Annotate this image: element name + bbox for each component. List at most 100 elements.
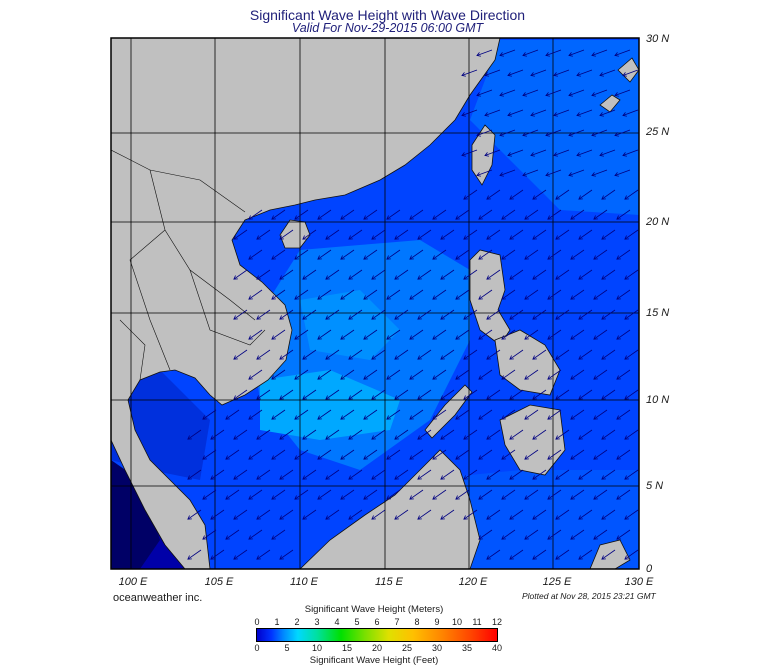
wave-arrow: [547, 289, 562, 300]
wave-arrow: [591, 89, 608, 97]
wave-arrow: [524, 529, 539, 540]
country-borders: [111, 149, 266, 381]
wave-arrow: [317, 449, 332, 460]
wave-arrow: [202, 489, 217, 500]
wave-arrow: [256, 349, 271, 360]
wave-arrow: [624, 189, 639, 200]
wave-arrow: [371, 389, 386, 400]
wave-arrow: [317, 369, 332, 380]
wave-arrow: [478, 209, 493, 220]
wave-arrow: [476, 49, 493, 57]
wave-arrow: [461, 149, 478, 157]
wave-arrow: [622, 109, 639, 117]
lon-label-100e: 100 E: [118, 576, 148, 588]
wave-arrow: [371, 509, 386, 520]
lat-label-30n: 30 N: [646, 33, 670, 45]
wave-arrow: [614, 89, 631, 97]
wave-arrow: [233, 469, 248, 480]
wave-arrow: [486, 229, 501, 240]
wave-arrow: [271, 289, 286, 300]
wave-arrow: [248, 249, 263, 260]
wave-arrow: [593, 489, 608, 500]
wave-arrow: [601, 549, 616, 560]
wave-arrow: [530, 149, 547, 157]
wave-arrow: [256, 549, 271, 560]
wave-arrow: [478, 489, 493, 500]
wave-arrow: [624, 309, 639, 320]
wave-arrow: [601, 309, 616, 320]
wave-arrow: [593, 289, 608, 300]
wave-arrow: [593, 209, 608, 220]
wave-arrow: [616, 289, 631, 300]
wave-arrow: [593, 369, 608, 380]
wave-arrow: [256, 509, 271, 520]
wave-arrow: [593, 409, 608, 420]
wave-arrow: [233, 509, 248, 520]
colorbar-meter-tick: 11: [472, 617, 482, 627]
map-subtitle: Valid For Nov-29-2015 06:00 GMT: [291, 21, 484, 35]
wave-arrow: [570, 409, 585, 420]
borneo-island: [299, 449, 481, 569]
colorbar-meter-tick: 12: [491, 617, 503, 627]
wave-arrow: [624, 389, 639, 400]
wave-arrow: [417, 309, 432, 320]
wave-arrow: [591, 169, 608, 177]
wave-arrow: [570, 489, 585, 500]
wave-arrow: [371, 469, 386, 480]
wave-arrow: [599, 109, 616, 117]
wave-arrow: [325, 229, 340, 240]
wave-arrow: [624, 229, 639, 240]
wave-arrow: [545, 89, 562, 97]
wave-arrow: [432, 209, 447, 220]
wave-arrow: [317, 409, 332, 420]
wave-arrow: [601, 229, 616, 240]
wave-arrow: [294, 489, 309, 500]
wave-arrow: [578, 269, 593, 280]
wave-arrow: [614, 49, 631, 57]
wave-arrow: [547, 449, 562, 460]
wave-arrow: [417, 469, 432, 480]
wave-arrow: [394, 349, 409, 360]
wave-arrow: [578, 429, 593, 440]
wave-arrow: [279, 469, 294, 480]
colorbar-meter-tick: 9: [434, 617, 440, 627]
wave-arrow: [294, 449, 309, 460]
wave-arrow: [363, 249, 378, 260]
wave-arrow: [616, 329, 631, 340]
lat-label-15n: 15 N: [646, 307, 670, 319]
wave-arrow: [532, 469, 547, 480]
wave-arrow: [578, 389, 593, 400]
wave-arrow: [394, 509, 409, 520]
wave-arrow: [532, 509, 547, 520]
wave-arrow: [463, 429, 478, 440]
wave-arrow: [547, 489, 562, 500]
wave-arrow: [555, 229, 570, 240]
wave-arrow: [570, 329, 585, 340]
wave-arrow: [302, 349, 317, 360]
wave-arrow: [578, 309, 593, 320]
wave-arrow: [578, 469, 593, 480]
wave-arrow: [440, 469, 455, 480]
wave-arrow: [187, 469, 202, 480]
wave-arrow: [409, 209, 424, 220]
wave-arrow: [187, 429, 202, 440]
colorbar-meter-tick: 8: [414, 617, 420, 627]
wave-arrow: [394, 389, 409, 400]
wave-arrow: [570, 289, 585, 300]
plotted-timestamp: Plotted at Nov 28, 2015 23:21 GMT: [522, 591, 656, 601]
wave-arrow: [547, 249, 562, 260]
wave-arrow: [507, 149, 524, 157]
wave-arrow: [417, 229, 432, 240]
wave-arrow: [302, 429, 317, 440]
wave-arrow: [532, 269, 547, 280]
wave-arrow: [553, 109, 570, 117]
wave-arrow: [325, 509, 340, 520]
wave-arrow: [522, 89, 539, 97]
wave-arrow: [593, 249, 608, 260]
wave-arrow: [386, 329, 401, 340]
wave-arrow: [461, 109, 478, 117]
lon-label-125e: 125 E: [542, 576, 572, 588]
wave-arrow: [363, 489, 378, 500]
wave-arrow: [555, 549, 570, 560]
wave-arrow: [440, 429, 455, 440]
